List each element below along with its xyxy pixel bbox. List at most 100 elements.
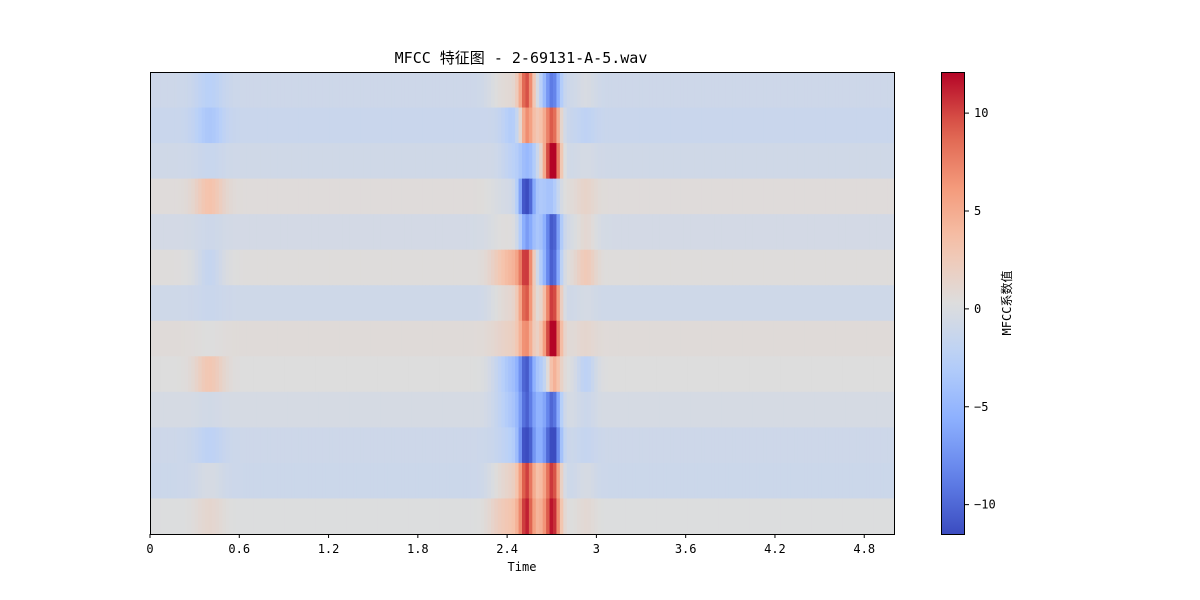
heatmap-cell <box>249 107 254 144</box>
heatmap-cell <box>539 249 544 286</box>
heatmap-cell <box>663 498 668 535</box>
heatmap-cell <box>804 320 809 357</box>
heatmap-cell <box>229 249 234 286</box>
heatmap-cell <box>177 143 182 180</box>
heatmap-cell <box>587 462 592 500</box>
heatmap-cell <box>236 178 241 215</box>
heatmap-cell <box>246 178 251 215</box>
heatmap-cell <box>353 285 358 322</box>
heatmap-cell <box>356 107 361 144</box>
heatmap-cell <box>542 285 547 322</box>
heatmap-cell <box>639 498 644 535</box>
heatmap-cell <box>422 72 427 109</box>
heatmap-cell <box>663 249 668 286</box>
heatmap-cell <box>466 320 471 357</box>
heatmap-cell <box>201 214 206 251</box>
heatmap-cell <box>673 249 678 286</box>
heatmap-cell <box>577 178 582 215</box>
heatmap-cell <box>215 285 220 322</box>
heatmap-cell <box>346 427 351 464</box>
heatmap-cell <box>883 143 888 180</box>
heatmap-cell <box>256 214 261 251</box>
heatmap-cell <box>253 498 258 535</box>
heatmap-cell <box>611 320 616 357</box>
heatmap-cell <box>435 427 440 464</box>
heatmap-cell <box>470 249 475 286</box>
heatmap-cell <box>890 427 895 464</box>
heatmap-cell <box>639 285 644 322</box>
heatmap-cell <box>563 178 568 215</box>
heatmap-cell <box>694 391 699 428</box>
heatmap-cell <box>666 72 671 109</box>
heatmap-cell <box>549 391 554 428</box>
heatmap-cell <box>449 143 454 180</box>
heatmap-cell <box>263 391 268 428</box>
heatmap-cell <box>387 498 392 535</box>
heatmap-cell <box>318 498 323 535</box>
heatmap-cell <box>356 214 361 251</box>
heatmap-cell <box>559 498 564 535</box>
heatmap-cell <box>349 249 354 286</box>
heatmap-cell <box>852 72 857 109</box>
heatmap-cell <box>801 143 806 180</box>
heatmap-cell <box>842 143 847 180</box>
heatmap-cell <box>659 320 664 357</box>
heatmap-cell <box>377 356 382 393</box>
heatmap-cell <box>869 356 874 393</box>
heatmap-cell <box>150 391 155 428</box>
heatmap-cell <box>246 498 251 535</box>
heatmap-cell <box>673 391 678 428</box>
heatmap-cell <box>797 107 802 144</box>
colorbar-frame <box>941 72 965 535</box>
heatmap-cell <box>156 427 161 464</box>
heatmap-cell <box>625 462 630 500</box>
heatmap-cell <box>873 249 878 286</box>
heatmap-cell <box>608 107 613 144</box>
heatmap-cell <box>673 178 678 215</box>
heatmap-cell <box>838 214 843 251</box>
heatmap-cell <box>349 214 354 251</box>
heatmap-cell <box>277 391 282 428</box>
heatmap-cell <box>187 214 192 251</box>
heatmap-cell <box>298 178 303 215</box>
heatmap-cell <box>518 462 523 500</box>
heatmap-cell <box>339 143 344 180</box>
heatmap-cell <box>311 249 316 286</box>
heatmap-cell <box>377 214 382 251</box>
heatmap-cell <box>542 427 547 464</box>
heatmap-cell <box>849 427 854 464</box>
heatmap-cell <box>683 320 688 357</box>
heatmap-cell <box>838 178 843 215</box>
heatmap-cell <box>515 285 520 322</box>
heatmap-cell <box>463 356 468 393</box>
heatmap-cell <box>790 285 795 322</box>
heatmap-cell <box>453 427 458 464</box>
heatmap-cell <box>659 427 664 464</box>
heatmap-cell <box>150 427 155 464</box>
heatmap-cell <box>590 285 595 322</box>
heatmap-cell <box>604 214 609 251</box>
heatmap-cell <box>367 320 372 357</box>
heatmap-cell <box>287 356 292 393</box>
heatmap-cell <box>608 178 613 215</box>
heatmap-cell <box>642 356 647 393</box>
heatmap-cell <box>318 285 323 322</box>
heatmap-cell <box>790 214 795 251</box>
heatmap-cell <box>336 462 341 500</box>
heatmap-cell <box>732 356 737 393</box>
heatmap-cell <box>294 427 299 464</box>
heatmap-cell <box>842 107 847 144</box>
heatmap-cell <box>315 498 320 535</box>
heatmap-cell <box>153 178 158 215</box>
heatmap-cell <box>477 72 482 109</box>
heatmap-cell <box>804 427 809 464</box>
heatmap-cell <box>845 249 850 286</box>
heatmap-cell <box>759 356 764 393</box>
heatmap-cell <box>852 462 857 500</box>
heatmap-cell <box>453 143 458 180</box>
heatmap-cell <box>735 72 740 109</box>
heatmap-cell <box>181 107 186 144</box>
heatmap-cell <box>253 178 258 215</box>
heatmap-cell <box>635 143 640 180</box>
heatmap-cell <box>232 320 237 357</box>
